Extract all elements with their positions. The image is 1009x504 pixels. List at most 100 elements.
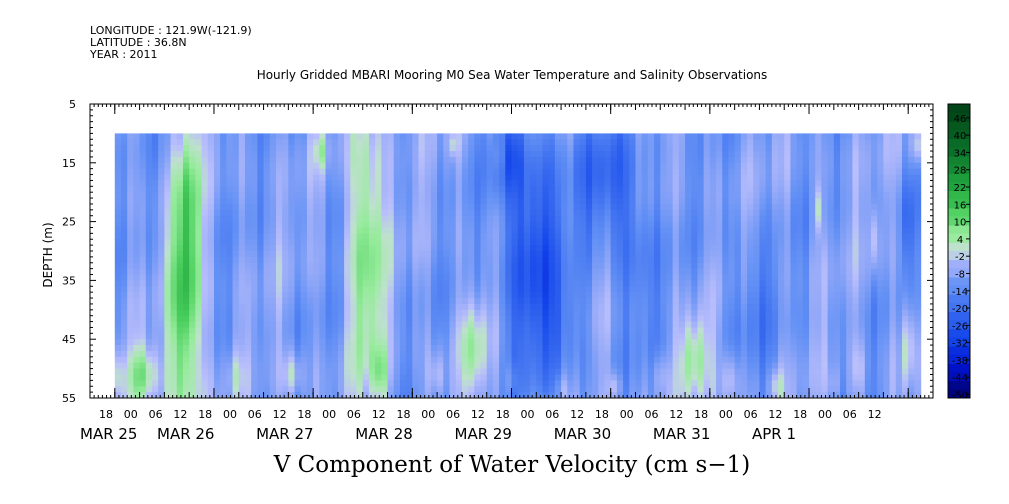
heat-cell: [598, 345, 606, 352]
heat-cell: [728, 362, 736, 370]
heat-cell: [771, 239, 779, 246]
heat-cell: [771, 386, 779, 393]
heat-cell: [381, 227, 389, 234]
heat-cell: [492, 145, 500, 152]
heat-cell: [319, 392, 327, 398]
heat-cell: [120, 256, 128, 264]
heat-cell: [257, 309, 265, 317]
heat-cell: [375, 262, 382, 270]
heat-cell: [430, 245, 438, 252]
heat-cell: [275, 309, 283, 317]
heat-cell: [424, 256, 432, 264]
heat-cell: [114, 251, 122, 258]
heat-cell: [629, 221, 637, 229]
heat-cell: [554, 356, 562, 364]
heat-cell: [207, 274, 215, 281]
heat-cell: [778, 186, 785, 193]
heat-cell: [585, 239, 593, 246]
heat-cell: [654, 362, 661, 370]
heat-cell: [796, 151, 804, 158]
heat-cell: [195, 268, 203, 276]
heat-cell: [666, 151, 674, 158]
heat-cell: [263, 251, 271, 258]
heat-cell: [505, 198, 513, 205]
heat-cell: [319, 221, 327, 229]
heat-cell: [238, 333, 246, 340]
heat-cell: [393, 356, 401, 364]
heat-cell: [697, 292, 705, 299]
heat-cell: [728, 333, 736, 340]
heat-cell: [753, 368, 761, 376]
heat-cell: [145, 380, 153, 387]
heat-cell: [592, 333, 599, 340]
heat-cell: [728, 168, 736, 176]
heat-cell: [685, 186, 692, 193]
heat-cell: [765, 162, 773, 170]
heat-cell: [697, 356, 705, 364]
heat-cell: [201, 280, 209, 287]
heat-cell: [486, 174, 494, 182]
heat-cell: [399, 174, 407, 182]
heat-cell: [344, 180, 351, 187]
heat-cell: [412, 174, 420, 182]
heat-cell: [443, 262, 451, 270]
heat-cell: [709, 139, 717, 146]
heat-cell: [257, 292, 265, 299]
heat-cell: [300, 315, 308, 323]
heat-cell: [623, 227, 630, 234]
heat-cell: [759, 374, 767, 381]
heat-cell: [282, 151, 289, 158]
heat-cell: [319, 362, 327, 370]
heat-cell: [418, 251, 426, 258]
heat-cell: [548, 162, 556, 170]
heat-cell: [263, 292, 271, 299]
heat-cell: [579, 151, 587, 158]
heat-cell: [585, 221, 593, 229]
heat-cell: [461, 368, 469, 376]
heat-cell: [740, 298, 748, 305]
heat-cell: [672, 274, 680, 281]
heat-cell: [251, 203, 258, 211]
heat-cell: [325, 227, 333, 234]
heat-cell: [337, 268, 345, 276]
heat-cell: [486, 339, 494, 346]
heat-cell: [474, 374, 482, 381]
heat-cell: [790, 333, 798, 340]
heat-cell: [716, 286, 723, 293]
heat-cell: [703, 262, 711, 270]
heat-cell: [406, 245, 413, 252]
heat-cell: [530, 292, 537, 299]
heat-cell: [251, 198, 258, 205]
heat-cell: [418, 245, 426, 252]
heat-cell: [474, 221, 482, 229]
heat-cell: [492, 374, 500, 381]
heat-cell: [697, 262, 705, 270]
heat-cell: [778, 215, 785, 223]
heat-cell: [393, 198, 401, 205]
heat-cell: [399, 274, 407, 281]
heat-cell: [356, 368, 364, 376]
heat-cell: [585, 156, 593, 164]
heat-cell: [362, 180, 370, 187]
heat-cell: [406, 333, 413, 340]
heat-cell: [375, 309, 382, 317]
heat-cell: [697, 280, 705, 287]
heat-cell: [201, 262, 209, 270]
heat-cell: [275, 362, 283, 370]
heat-cell: [685, 251, 692, 258]
heat-cell: [313, 174, 320, 182]
heat-cell: [784, 327, 792, 334]
heat-cell: [629, 315, 637, 323]
heat-cell: [226, 174, 234, 182]
heat-cell: [672, 186, 680, 193]
heat-cell: [251, 292, 258, 299]
heat-cell: [164, 280, 172, 287]
heat-cell: [616, 198, 624, 205]
heat-cell: [672, 392, 680, 398]
heat-cell: [734, 362, 742, 370]
heat-cell: [709, 292, 717, 299]
heat-cell: [573, 362, 581, 370]
heat-cell: [263, 345, 271, 352]
heat-cell: [480, 280, 488, 287]
heat-cell: [759, 227, 767, 234]
